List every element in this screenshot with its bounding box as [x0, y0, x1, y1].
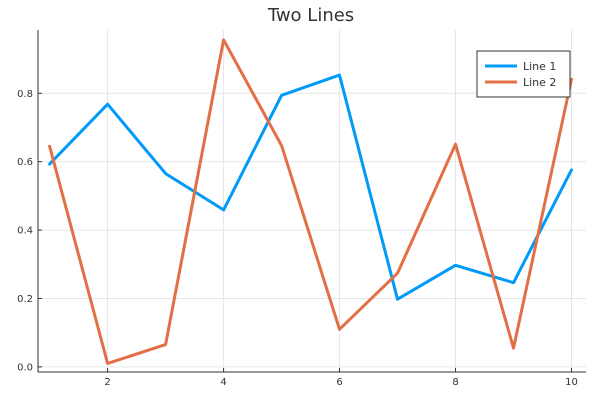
- legend-label-1: Line 1: [523, 60, 556, 73]
- x-tick-label: 4: [220, 377, 226, 388]
- legend-box: [476, 50, 571, 98]
- y-tick-label: 0.0: [17, 362, 33, 373]
- tick-labels: 2 4 6 8 10 0.0 0.2 0.4 0.6 0.8: [17, 89, 578, 388]
- y-tick-label: 0.2: [17, 294, 33, 305]
- series-line-1: [48, 73, 573, 301]
- x-tick-label: 6: [336, 377, 342, 388]
- y-tick-label: 0.8: [17, 89, 33, 100]
- x-tick-label: 2: [104, 377, 110, 388]
- legend-label-2: Line 2: [523, 76, 556, 89]
- chart-title: Two Lines: [267, 5, 354, 26]
- y-tick-label: 0.4: [17, 226, 33, 237]
- x-tick-label: 10: [565, 377, 578, 388]
- series-line-2: [48, 38, 573, 365]
- axes: [37, 30, 586, 373]
- y-tick-label: 0.6: [17, 157, 33, 168]
- series-lines: [48, 38, 573, 365]
- legend: Line 1 Line 2: [476, 50, 571, 98]
- x-tick-label: 8: [452, 377, 458, 388]
